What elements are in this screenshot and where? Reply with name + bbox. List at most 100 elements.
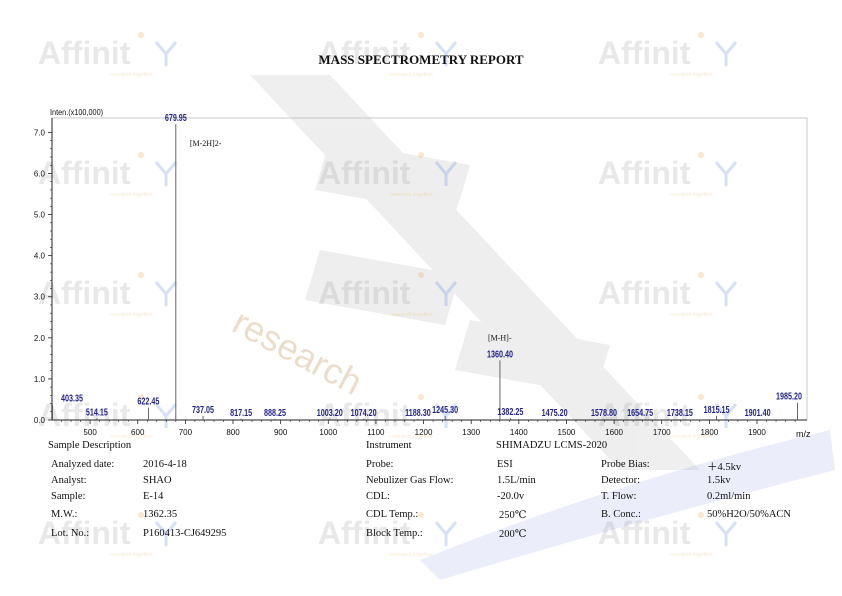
y-tick-label: 2.0 — [34, 334, 46, 343]
spectrum-peaks — [52, 124, 799, 420]
watermark-dot — [418, 512, 424, 518]
peak-label: 1985.20 — [776, 391, 802, 402]
instrument-value: 0.2ml/min — [707, 491, 751, 502]
x-tick-label: 900 — [274, 428, 288, 437]
peak-label: 888.25 — [264, 407, 286, 418]
instrument-label: T. Flow: — [601, 491, 637, 502]
sample-row-lot-no: Lot. No.: P160413-CJ649295 — [51, 528, 226, 539]
sample-label: Analyst: — [51, 475, 87, 486]
x-axis-ticks: 500 600 700 800 900 1000 1100 1200 1300 1400 1500 1… — [61, 420, 796, 437]
y-tick-label: 5.0 — [34, 211, 46, 220]
mass-spectrum-chart: Inten.(x100,000) 0.0 1.0 2.0 3.0 4.0 5.0 6.0 7.… — [34, 107, 811, 439]
x-tick-label: 1200 — [415, 428, 433, 437]
instrument-row-cdl-temp: CDL Temp.: 250℃ — [366, 509, 527, 521]
x-tick-label: 1300 — [462, 428, 480, 437]
instrument-value: -20.0v — [497, 491, 525, 502]
sample-row-mw: M.W.: 1362.35 — [51, 509, 177, 520]
sample-label: Lot. No.: — [51, 528, 90, 539]
sample-value: SHAO — [143, 475, 172, 486]
y-tick-label: 1.0 — [34, 375, 46, 384]
sample-value: P160413-CJ649295 — [143, 528, 227, 539]
sample-label: Sample: — [51, 491, 86, 502]
watermark-tagline: research together — [110, 552, 153, 558]
instrument-label: B. Conc.: — [601, 509, 641, 520]
watermark-brand: Affinit — [598, 515, 691, 551]
x-tick-label: 1400 — [510, 428, 528, 437]
sample-value: 1362.35 — [143, 509, 178, 520]
sample-description-header: Sample Description — [48, 440, 132, 451]
watermark-tagline: research together — [390, 552, 433, 558]
y-tick-label: 3.0 — [34, 293, 46, 302]
x-tick-label: 1600 — [605, 428, 623, 437]
sample-value: 2016-4-18 — [143, 459, 187, 470]
x-tick-label: 800 — [226, 428, 240, 437]
watermark-dot — [698, 512, 704, 518]
instrument-label: CDL: — [366, 491, 390, 502]
watermark-y-mark — [714, 521, 738, 546]
x-tick-label: 1100 — [367, 428, 385, 437]
sample-label: Analyzed date: — [51, 459, 115, 470]
instrument-row-nebulizer-gas-flow: Nebulizer Gas Flow: 1.5L/min — [366, 475, 536, 486]
x-tick-label: 1800 — [700, 428, 718, 437]
peak-annotations: [M-2H]2- [M-H]- — [190, 139, 512, 342]
instrument-value: 1.5kv — [707, 475, 731, 486]
instrument-value: ＋4.5kv — [707, 462, 742, 473]
instrument-header: Instrument — [366, 440, 412, 451]
instrument-row-cdl: CDL: -20.0v — [366, 491, 524, 502]
peak-label: 1815.15 — [704, 404, 730, 415]
y-tick-label: 0.0 — [34, 416, 46, 425]
plot-frame — [51, 117, 808, 421]
peak-label: 1003.20 — [317, 407, 343, 418]
x-tick-label: 1700 — [653, 428, 671, 437]
sample-row-analyst: Analyst: SHAO — [51, 475, 172, 486]
peak-label: 403.35 — [61, 392, 83, 403]
peak-label: 1188.30 — [405, 407, 431, 418]
peak-label: 679.95 — [165, 112, 187, 123]
instrument-row-block-temp: Block Temp.: 200℃ — [366, 528, 527, 540]
instrument-row-probe-bias: Probe Bias: ＋4.5kv — [601, 459, 741, 473]
x-axis-title: m/z — [796, 429, 811, 439]
peak-label: 1475.20 — [542, 407, 568, 418]
x-tick-label: 600 — [131, 428, 145, 437]
peak-label: 1245.30 — [432, 404, 458, 415]
y-axis-ticks: 0.0 1.0 2.0 3.0 4.0 5.0 6.0 7.0 — [34, 128, 52, 425]
peak-label: 1901.40 — [745, 407, 771, 418]
x-tick-label: 1000 — [319, 428, 337, 437]
y-axis-title: Inten.(x100,000) — [50, 107, 103, 117]
instrument-value: 50%H2O/50%ACN — [707, 509, 791, 520]
instrument-model: SHIMADZU LCMS-2020 — [496, 440, 608, 451]
y-tick-label: 6.0 — [34, 169, 46, 178]
sample-row-analyzed-date: Analyzed date: 2016-4-18 — [51, 459, 187, 470]
peak-annotation: [M-2H]2- — [190, 139, 222, 148]
peak-label: 1382.25 — [497, 406, 523, 417]
watermark-y-mark — [434, 521, 458, 546]
instrument-row-probe: Probe: ESI — [366, 459, 513, 470]
peak-label: 817.15 — [230, 407, 252, 418]
sample-row-sample: Sample: E-14 — [51, 491, 163, 502]
report-title: MASS SPECTROMETRY REPORT — [318, 52, 524, 67]
peak-label: 1074.20 — [351, 407, 377, 418]
instrument-row-b-conc: B. Conc.: 50%H2O/50%ACN — [601, 509, 791, 520]
peak-label: 514.15 — [86, 406, 108, 417]
instrument-value: ESI — [497, 459, 513, 470]
instrument-value: 250℃ — [499, 510, 527, 521]
peak-label: 1360.40 — [487, 348, 513, 359]
watermark-tagline: research together — [670, 552, 713, 558]
peak-label: 737.05 — [192, 404, 214, 415]
instrument-label: Nebulizer Gas Flow: — [366, 475, 454, 486]
sample-value: E-14 — [143, 491, 164, 502]
instrument-value: 1.5L/min — [497, 475, 536, 486]
peak-label: 1654.75 — [627, 407, 653, 418]
instrument-label: Probe Bias: — [601, 459, 650, 470]
x-tick-label: 1900 — [748, 428, 766, 437]
x-tick-label: 1500 — [558, 428, 576, 437]
peak-label: 622.45 — [137, 395, 159, 406]
sample-label: M.W.: — [51, 509, 78, 520]
instrument-label: Detector: — [601, 475, 641, 486]
peak-label: 1738.15 — [667, 407, 693, 418]
instrument-label: Probe: — [366, 459, 394, 470]
peak-annotation: [M-H]- — [488, 333, 512, 342]
instrument-row-t-flow: T. Flow: 0.2ml/min — [601, 491, 750, 502]
y-tick-label: 7.0 — [34, 128, 46, 137]
